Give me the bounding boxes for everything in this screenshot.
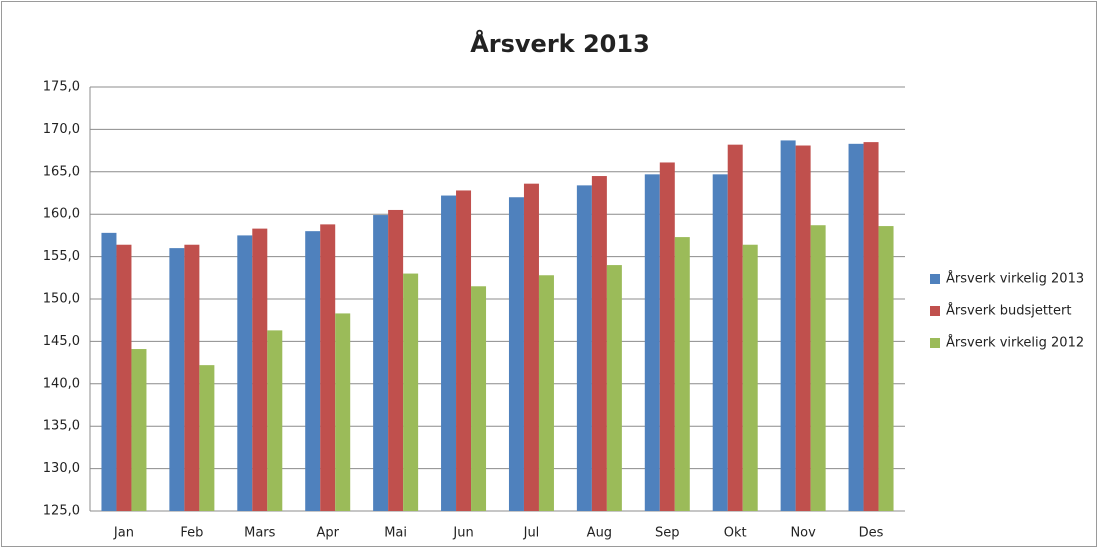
x-tick-label: Mars <box>244 526 276 541</box>
bar <box>576 185 592 512</box>
bar <box>538 275 554 511</box>
bar <box>335 313 351 511</box>
bar <box>795 145 811 511</box>
bar <box>508 197 524 512</box>
y-tick-label: 175,0 <box>43 80 80 95</box>
bar <box>184 244 200 511</box>
x-tick-label: Feb <box>180 526 203 541</box>
legend-label: Årsverk virkelig 2013 <box>946 271 1084 287</box>
bar <box>131 349 147 511</box>
bar <box>456 190 472 511</box>
bar <box>199 365 215 511</box>
bar <box>810 225 826 511</box>
x-tick-label: Des <box>859 526 884 541</box>
bar <box>659 162 675 512</box>
bar <box>591 176 607 512</box>
legend-swatch <box>930 338 940 348</box>
bar <box>101 232 117 511</box>
bar <box>403 273 419 511</box>
y-tick-label: 155,0 <box>43 249 80 264</box>
bar <box>441 195 457 511</box>
bar <box>471 286 487 511</box>
bar <box>727 144 743 511</box>
chart-title: Årsverk 2013 <box>470 29 650 58</box>
bar <box>116 244 132 511</box>
bar <box>863 142 879 511</box>
x-tick-label: Jan <box>113 526 134 541</box>
bar <box>267 330 283 511</box>
x-tick-label: Apr <box>316 526 339 541</box>
bar <box>878 226 894 511</box>
x-tick-label: Sep <box>655 526 680 541</box>
y-tick-label: 145,0 <box>43 334 80 349</box>
y-tick-label: 170,0 <box>43 122 80 137</box>
y-tick-label: 130,0 <box>43 461 80 476</box>
bar <box>644 174 660 511</box>
y-tick-label: 125,0 <box>43 504 80 519</box>
legend-swatch <box>930 274 940 284</box>
y-tick-label: 140,0 <box>43 376 80 391</box>
legend-label: Årsverk virkelig 2012 <box>946 335 1084 351</box>
bar <box>252 228 268 511</box>
bar <box>388 209 404 511</box>
bar <box>780 140 796 511</box>
legend-label: Årsverk budsjettert <box>946 303 1071 319</box>
bar <box>848 143 864 512</box>
y-tick-label: 160,0 <box>43 207 80 222</box>
bar <box>606 265 622 511</box>
bar <box>373 215 389 511</box>
x-tick-label: Mai <box>384 526 407 541</box>
x-tick-label: Jul <box>523 526 540 541</box>
x-tick-label: Okt <box>724 526 747 541</box>
x-tick-label: Nov <box>790 526 816 541</box>
x-tick-label: Aug <box>587 526 612 541</box>
y-tick-label: 135,0 <box>43 419 80 434</box>
bar <box>742 244 758 511</box>
bar <box>674 237 690 511</box>
legend-swatch <box>930 306 940 316</box>
x-tick-label: Jun <box>452 526 473 541</box>
bar <box>237 235 253 511</box>
bar <box>523 183 539 511</box>
y-tick-label: 150,0 <box>43 292 80 307</box>
y-tick-label: 165,0 <box>43 164 80 179</box>
bar <box>320 224 336 511</box>
bar <box>169 248 185 511</box>
bar <box>305 231 321 511</box>
bar <box>712 174 728 511</box>
